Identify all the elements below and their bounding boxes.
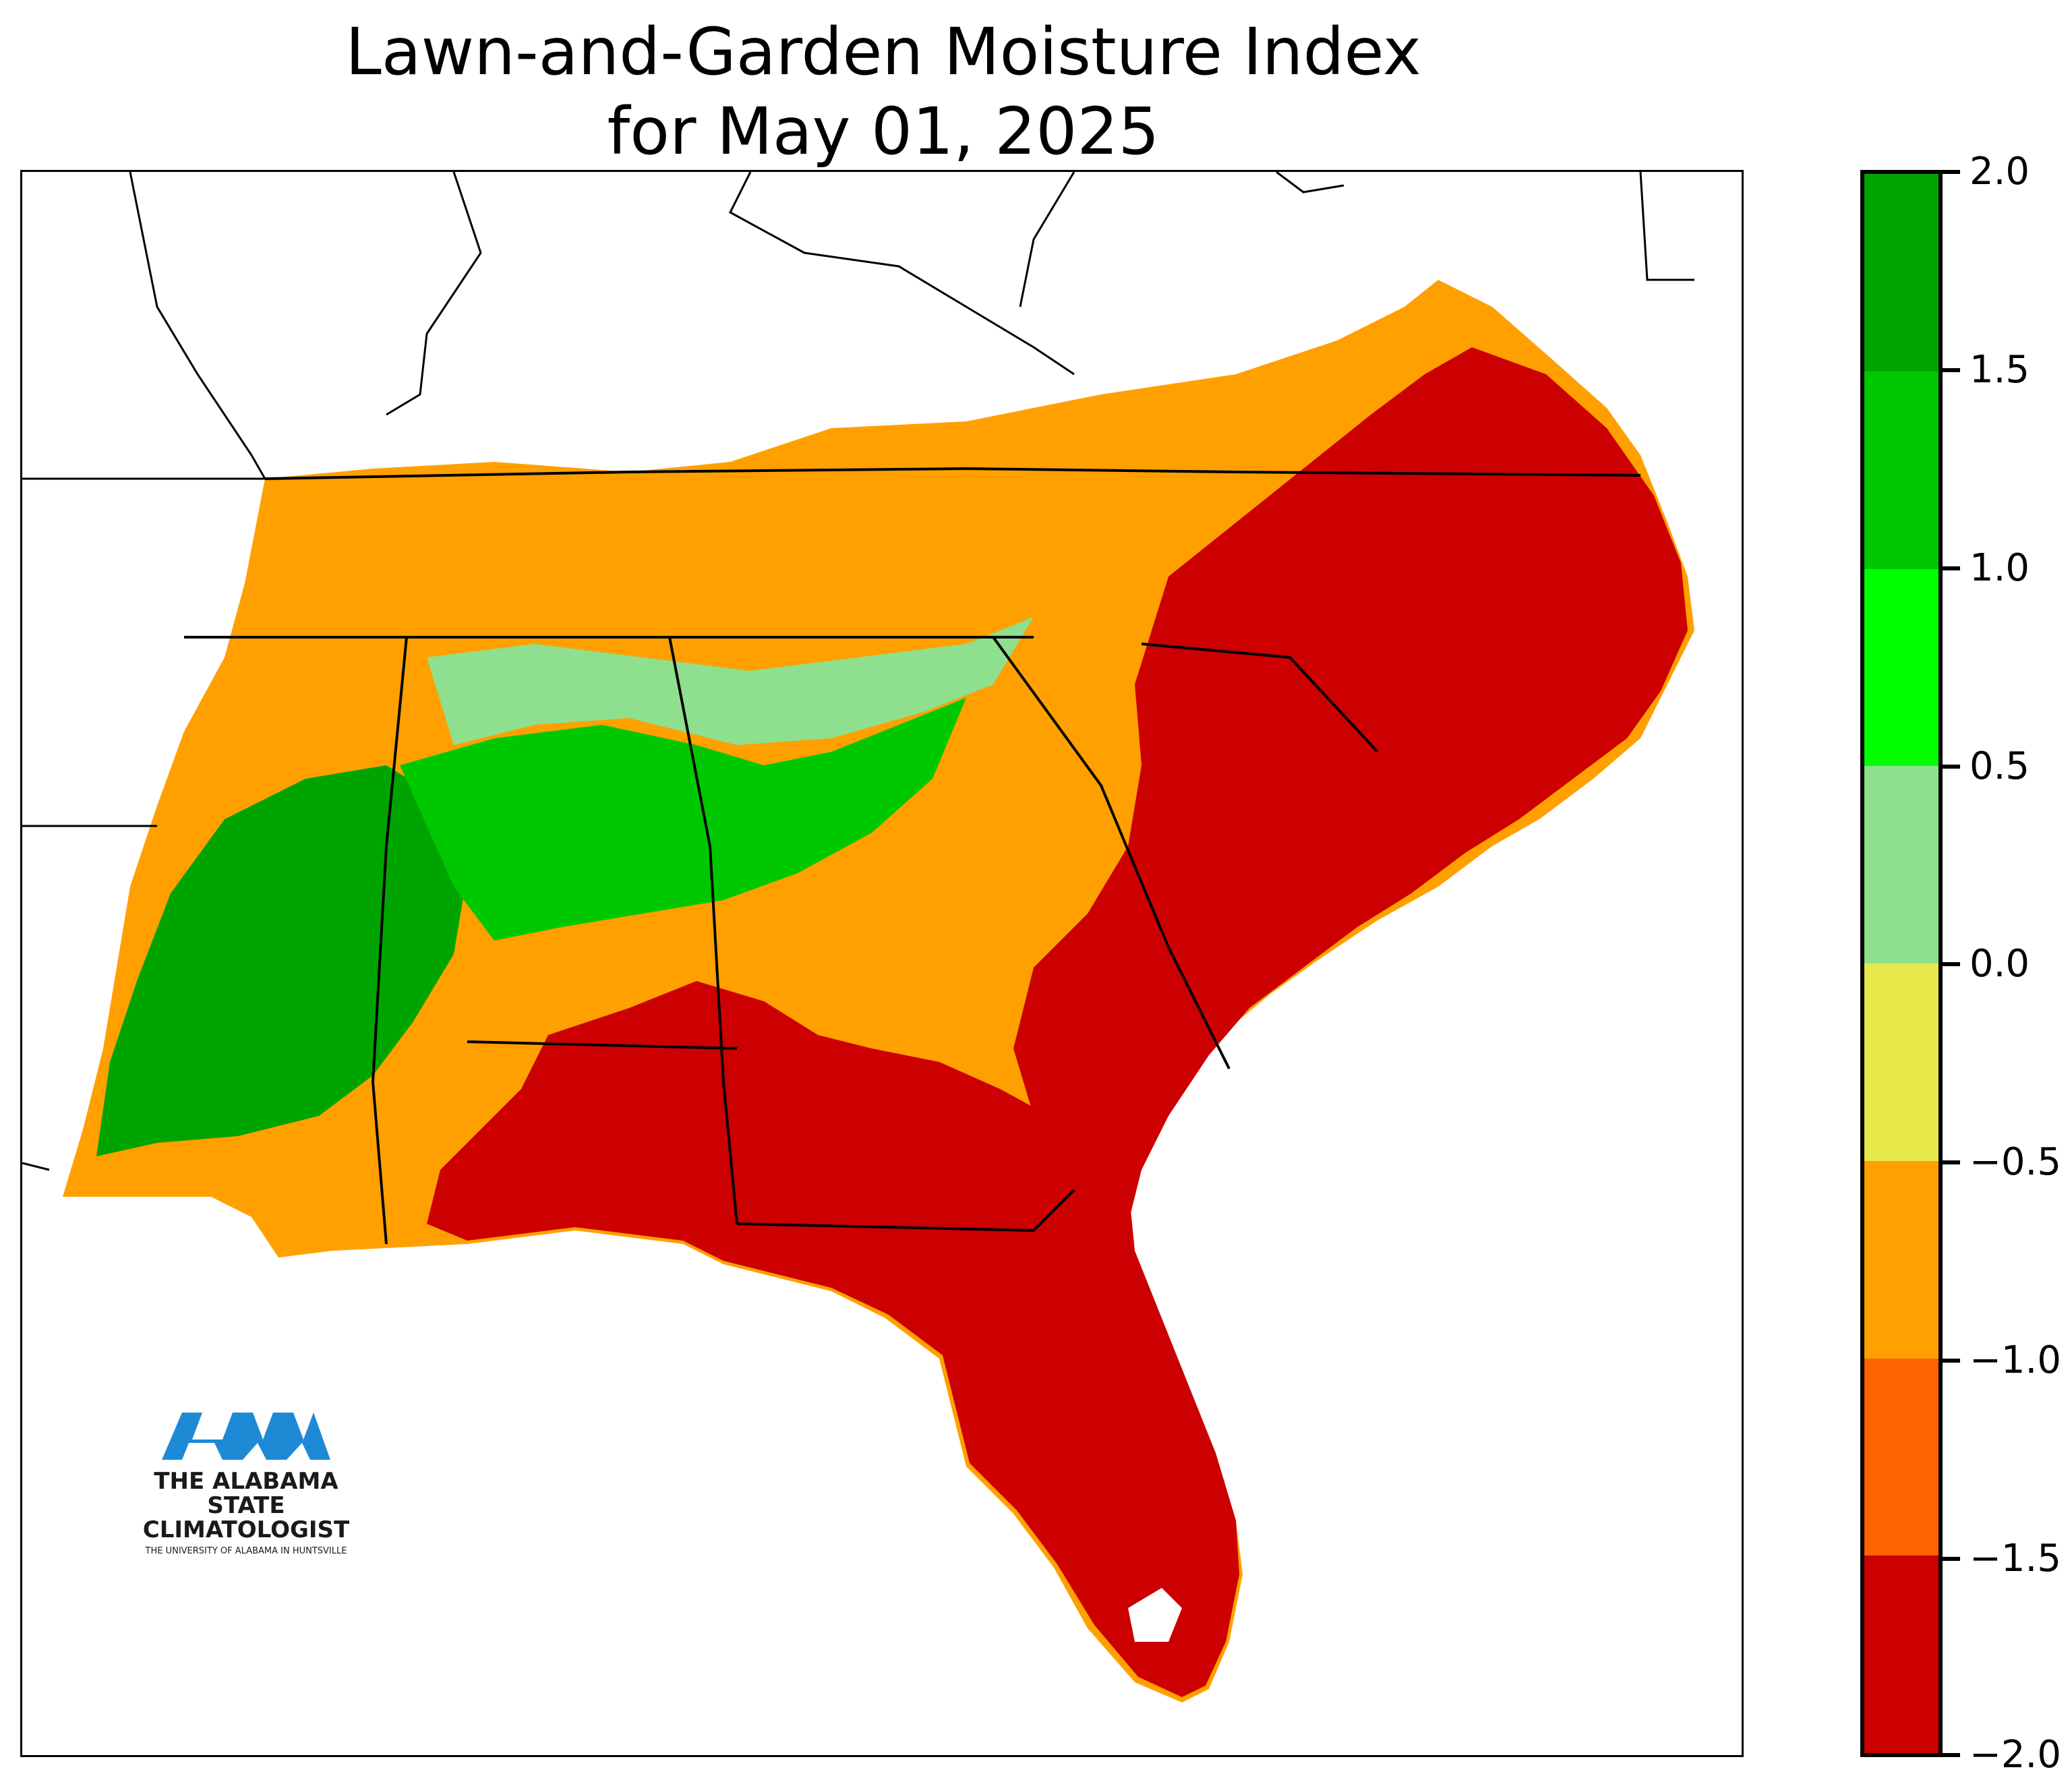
neighbor-outlines [22, 172, 1694, 1171]
region-wet-central [400, 698, 966, 941]
region-very-dry-south [427, 981, 1239, 1697]
colorbar-tick-label: −2.0 [1970, 1733, 2061, 1777]
colorbar-segment [1864, 174, 1938, 372]
colorbar-segment [1864, 766, 1938, 964]
uah-logo-mark [162, 1413, 330, 1460]
colorbar-tick-label: 0.0 [1970, 942, 2030, 986]
colorbar-segment [1864, 1358, 1938, 1556]
colorbar-tick-label: −1.0 [1970, 1338, 2061, 1382]
colorbar-segment [1864, 964, 1938, 1161]
colorbar-tick-label: −1.5 [1970, 1537, 2061, 1580]
uah-logo: THE ALABAMA STATE CLIMATOLOGIST THE UNIV… [125, 1406, 367, 1556]
colorbar-ticks: 2.0 1.5 1.0 0.5 0.0 −0.5 −1.0 −1.5 −2.0 [1943, 150, 2071, 1777]
colorbar-segment [1864, 568, 1938, 767]
region-very-dry-east [1013, 347, 1688, 1224]
logo-line-1: THE ALABAMA STATE [154, 1468, 338, 1519]
colorbar-tick-label: 1.0 [1970, 546, 2030, 590]
map-panel [20, 170, 1744, 1757]
colorbar-tick-label: 2.0 [1970, 150, 2030, 194]
colorbar-tick-label: −0.5 [1970, 1140, 2061, 1184]
lake-patch [1128, 1588, 1182, 1642]
region-moist-belt [427, 617, 1034, 745]
map-title: Lawn-and-Garden Moisture Index for May 0… [20, 12, 1746, 171]
logo-line-2: CLIMATOLOGIST [142, 1516, 350, 1543]
colorbar-tick-label: 0.5 [1970, 744, 2030, 788]
colorbar [1860, 170, 1943, 1757]
colorbar-segment [1864, 1555, 1938, 1753]
colorbar-tick-label: 1.5 [1970, 348, 2030, 392]
colorbar-segment [1864, 371, 1938, 569]
state-boundaries [184, 467, 1641, 1245]
title-line-2: for May 01, 2025 [607, 94, 1160, 169]
logo-line-3: THE UNIVERSITY OF ALABAMA IN HUNTSVILLE [145, 1546, 347, 1556]
moisture-map [22, 172, 1694, 1702]
title-line-1: Lawn-and-Garden Moisture Index [345, 14, 1421, 90]
colorbar-segment [1864, 1160, 1938, 1359]
